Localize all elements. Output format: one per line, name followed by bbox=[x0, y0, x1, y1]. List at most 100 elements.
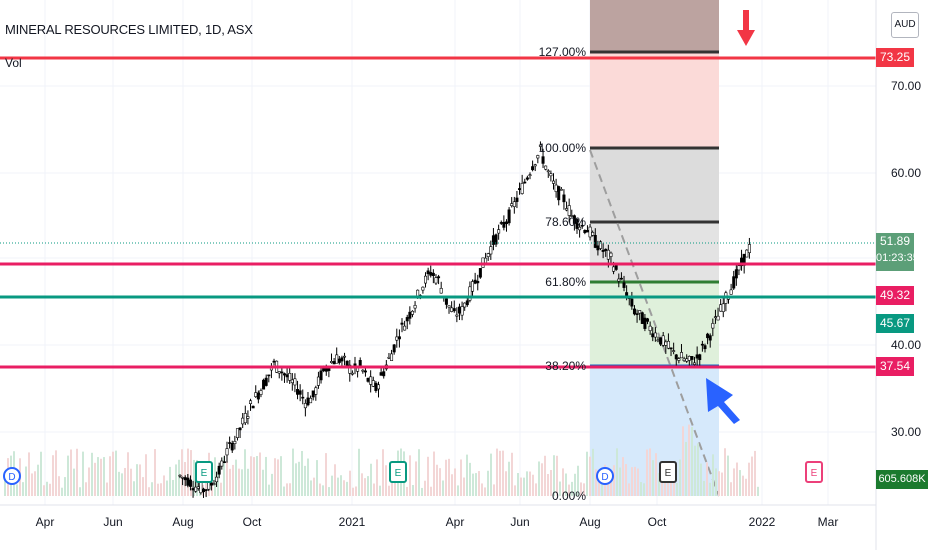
candle-body bbox=[303, 403, 307, 409]
volume-bar bbox=[598, 471, 600, 496]
currency-button[interactable]: AUD bbox=[891, 12, 919, 38]
volume-bar bbox=[673, 474, 675, 496]
candle-body bbox=[348, 364, 352, 374]
volume-bar bbox=[28, 452, 30, 496]
volume-bar bbox=[313, 477, 315, 496]
candle-body bbox=[439, 288, 443, 294]
candle-body bbox=[734, 269, 738, 279]
volume-bar bbox=[442, 480, 444, 496]
volume-bar bbox=[727, 455, 729, 496]
volume-bar bbox=[697, 443, 699, 496]
y-tick-label: 30.00 bbox=[891, 425, 921, 439]
volume-bar bbox=[343, 480, 345, 496]
candle-body bbox=[559, 188, 563, 191]
candle-body bbox=[651, 333, 655, 338]
red-down-arrow bbox=[737, 10, 755, 46]
candle-body bbox=[371, 380, 375, 387]
volume-bar bbox=[226, 461, 228, 496]
countdown-timer: 01:23:35 bbox=[876, 252, 919, 264]
candle-body bbox=[551, 180, 555, 184]
candle-body bbox=[228, 442, 232, 444]
volume-bar bbox=[655, 453, 657, 496]
candle-body bbox=[578, 226, 582, 231]
candle-body bbox=[523, 181, 527, 184]
candle-body bbox=[426, 270, 430, 275]
volume-bar bbox=[637, 468, 639, 496]
candle-body bbox=[478, 268, 482, 278]
candle-body bbox=[747, 244, 751, 253]
volume-bar bbox=[610, 474, 612, 496]
volume-bar bbox=[685, 441, 687, 496]
candle-body bbox=[601, 249, 605, 252]
candle-body bbox=[296, 389, 300, 395]
fibonacci-zones bbox=[589, 0, 720, 497]
volume-bar bbox=[328, 487, 330, 496]
volume-bar bbox=[88, 467, 90, 496]
volume-bar bbox=[427, 456, 429, 496]
candle-body bbox=[515, 197, 519, 202]
volume-bar bbox=[415, 461, 417, 496]
candle-body bbox=[421, 286, 425, 291]
volume-bar bbox=[82, 451, 84, 496]
volume-bar bbox=[190, 450, 192, 496]
x-tick-label: Aug bbox=[579, 515, 600, 529]
candle-body bbox=[499, 222, 503, 224]
candle-body bbox=[416, 289, 420, 297]
volume-bar bbox=[148, 487, 150, 496]
volume-bar bbox=[349, 470, 351, 496]
fib-label-127: 127.00% bbox=[539, 45, 587, 59]
candle-body bbox=[249, 400, 253, 404]
candle-body bbox=[518, 188, 522, 190]
volume-bar bbox=[322, 485, 324, 496]
volume-bar bbox=[76, 448, 78, 496]
candle-body bbox=[306, 397, 310, 406]
candle-body bbox=[557, 186, 561, 201]
volume-bar bbox=[418, 449, 420, 496]
volume-bar bbox=[169, 466, 171, 496]
volume-bar bbox=[628, 483, 630, 496]
volume-bar bbox=[385, 465, 387, 496]
candle-body bbox=[593, 234, 597, 248]
volume-bar bbox=[220, 482, 222, 496]
volume-bar bbox=[589, 456, 591, 496]
volume-bar bbox=[388, 485, 390, 496]
volume-bar bbox=[634, 466, 636, 496]
volume-bar bbox=[106, 482, 108, 496]
candle-body bbox=[612, 266, 616, 272]
volume-bar bbox=[586, 451, 588, 496]
volume-bar bbox=[373, 483, 375, 496]
candle-body bbox=[585, 230, 589, 233]
volume-bar bbox=[136, 464, 138, 496]
volume-bar bbox=[67, 455, 69, 496]
candle-body bbox=[695, 354, 699, 359]
last-price-value: 51.89 bbox=[879, 234, 911, 248]
volume-bar bbox=[601, 476, 603, 496]
fib-label-78: 78.60% bbox=[545, 215, 586, 229]
volume-bar bbox=[367, 476, 369, 496]
volume-bar bbox=[595, 469, 597, 496]
x-tick-label: Apr bbox=[446, 515, 465, 529]
candle-body bbox=[259, 390, 263, 395]
candle-body bbox=[661, 335, 665, 346]
volume-bar bbox=[730, 482, 732, 496]
volume-bar bbox=[358, 448, 360, 496]
volume-bar bbox=[124, 467, 126, 496]
volume-bar bbox=[592, 448, 594, 496]
candle-body bbox=[737, 265, 741, 271]
candle-body bbox=[277, 371, 281, 374]
candle-body bbox=[437, 276, 441, 279]
candle-body bbox=[599, 241, 603, 249]
volume-bar bbox=[649, 448, 651, 496]
volume-bar bbox=[247, 468, 249, 496]
candle-body bbox=[316, 376, 320, 386]
volume-bar bbox=[724, 448, 726, 496]
candle-body bbox=[374, 382, 378, 391]
volume-bar bbox=[619, 467, 621, 496]
volume-bar bbox=[553, 455, 555, 496]
candle-body bbox=[494, 234, 498, 245]
volume-bar bbox=[394, 480, 396, 496]
candle-body bbox=[285, 374, 289, 378]
candle-body bbox=[614, 265, 618, 270]
candle-body bbox=[230, 443, 234, 451]
